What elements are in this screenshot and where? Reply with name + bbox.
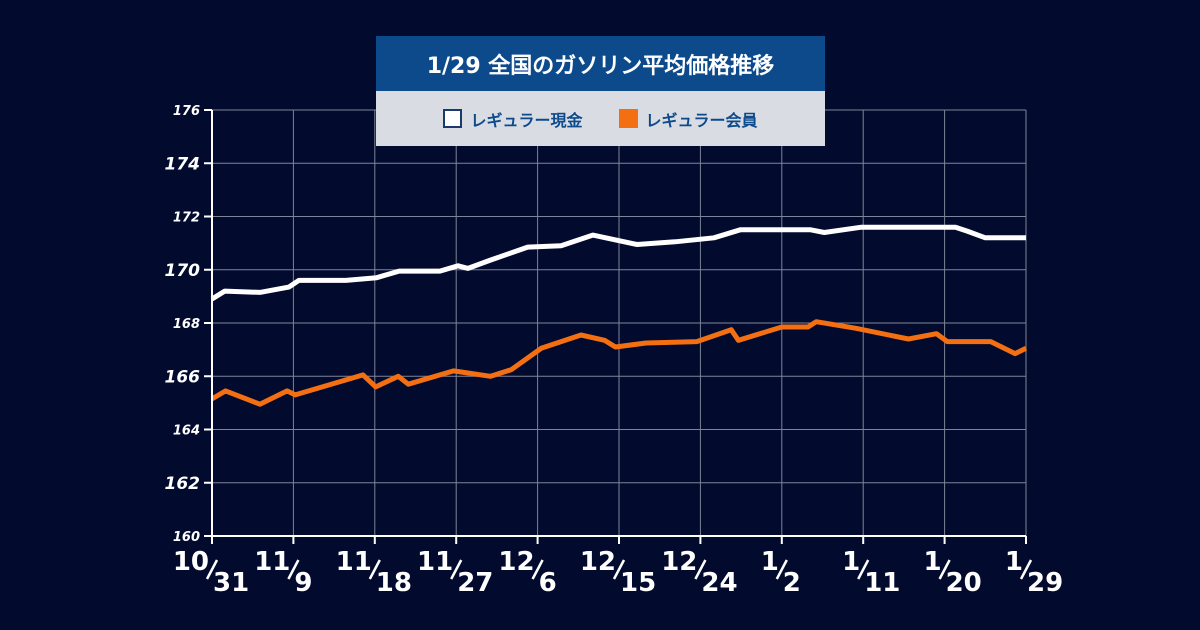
legend-label-cash: レギュラー現金 xyxy=(470,110,583,130)
x-tick-slash xyxy=(694,559,707,580)
x-tick-slash xyxy=(287,559,300,580)
y-tick-label: 166 xyxy=(165,367,201,387)
x-tick-day: 18 xyxy=(376,568,412,598)
x-tick-slash xyxy=(531,559,544,580)
x-tick-slash xyxy=(938,559,951,580)
y-tick-label: 160 xyxy=(173,530,200,545)
x-tick-slash xyxy=(857,559,870,580)
x-tick-month: 1 xyxy=(1005,547,1023,577)
x-tick-month: 12 xyxy=(498,547,534,577)
x-tick-month: 11 xyxy=(254,547,290,577)
x-tick-day: 20 xyxy=(946,568,982,598)
series-line-member xyxy=(210,319,1028,407)
x-tick-day: 9 xyxy=(294,568,312,598)
x-tick-label: 120 xyxy=(924,547,982,598)
x-tick-day: 31 xyxy=(213,568,249,598)
x-tick-month: 12 xyxy=(580,547,616,577)
legend-swatch-cash xyxy=(443,109,463,128)
y-tick-label: 170 xyxy=(165,261,201,281)
x-tick-day: 29 xyxy=(1027,568,1063,598)
x-tick-slash xyxy=(368,559,381,580)
series-line-cash xyxy=(210,224,1026,302)
y-tick-label: 162 xyxy=(165,474,201,494)
y-tick-label: 172 xyxy=(173,211,200,226)
x-tick-day: 11 xyxy=(864,568,900,598)
x-tick-day: 15 xyxy=(620,568,656,598)
chart-title: 1/29 全国のガソリン平均価格推移 xyxy=(376,36,825,91)
x-tick-slash xyxy=(612,559,626,580)
legend: レギュラー現金 レギュラー会員 xyxy=(376,91,825,146)
x-tick-label: 129 xyxy=(1005,547,1063,598)
y-tick-labels: 176 174 172 170 168 166 164 162 160 xyxy=(165,104,201,545)
x-tick-label: 126 xyxy=(498,547,556,598)
x-tick-month: 11 xyxy=(336,547,372,577)
x-tick-day: 6 xyxy=(539,568,557,598)
legend-label-member: レギュラー会員 xyxy=(645,110,758,130)
x-tick-month: 10 xyxy=(173,547,209,577)
y-tick-label: 164 xyxy=(173,424,200,439)
x-tick-day: 2 xyxy=(783,568,801,598)
legend-item-cash: レギュラー現金 xyxy=(443,107,583,131)
y-tick-label: 174 xyxy=(165,154,201,174)
x-tick-label: 119 xyxy=(254,547,312,598)
y-tick-label: 176 xyxy=(173,104,200,119)
x-tick-slash xyxy=(450,559,463,580)
x-tick-slash xyxy=(205,559,219,580)
legend-swatch-member xyxy=(618,109,638,128)
x-tick-slash xyxy=(1019,559,1033,580)
legend-item-member: レギュラー会員 xyxy=(618,107,758,131)
x-tick-month: 11 xyxy=(417,547,453,577)
grid xyxy=(211,109,1027,537)
axes xyxy=(204,109,1027,544)
x-tick-day: 24 xyxy=(701,568,737,598)
x-tick-month: 1 xyxy=(924,547,942,577)
x-tick-month: 12 xyxy=(661,547,697,577)
x-tick-day: 27 xyxy=(457,568,493,598)
x-tick-slash xyxy=(775,559,788,580)
series-lines xyxy=(210,224,1028,407)
y-tick-label: 168 xyxy=(173,317,200,332)
x-tick-month: 1 xyxy=(761,547,779,577)
x-tick-label: 12 xyxy=(761,547,801,598)
x-tick-label: 111 xyxy=(842,547,900,598)
x-tick-month: 1 xyxy=(842,547,860,577)
